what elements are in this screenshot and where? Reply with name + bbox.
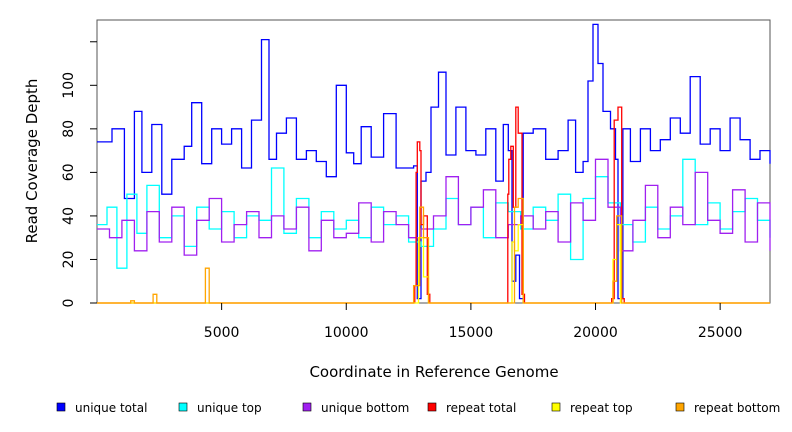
x-axis-label: Coordinate in Reference Genome xyxy=(309,363,558,381)
y-tick-label: 100 xyxy=(61,72,77,99)
legend: unique total unique top unique bottom repea… xyxy=(56,401,780,415)
series-line-repeat-total xyxy=(97,106,770,304)
legend-item-repeat-total: repeat total xyxy=(427,401,516,415)
legend-swatch xyxy=(551,402,561,412)
x-tick-label: 10000 xyxy=(324,325,369,341)
legend-label: unique total xyxy=(75,401,147,415)
y-axis-label: Read Coverage Depth xyxy=(23,79,41,244)
legend-item-repeat-bottom: repeat bottom xyxy=(675,401,780,415)
legend-label: repeat total xyxy=(446,401,516,415)
y-tick-label: 20 xyxy=(61,251,77,269)
legend-item-unique-top: unique top xyxy=(178,401,262,415)
legend-swatch xyxy=(427,402,437,412)
legend-item-repeat-top: repeat top xyxy=(551,401,633,415)
series-line-unique-total xyxy=(97,23,771,300)
series-line-unique-top xyxy=(97,158,771,269)
legend-swatch xyxy=(56,402,66,412)
legend-swatch xyxy=(178,402,188,412)
y-tick-label: 0 xyxy=(61,299,77,308)
series-line-repeat-bottom xyxy=(97,197,770,304)
x-tick-label: 5000 xyxy=(204,325,240,341)
x-tick-label: 25000 xyxy=(698,325,743,341)
plot-frame xyxy=(96,19,771,304)
x-tick-label: 20000 xyxy=(573,325,618,341)
y-tick-label: 40 xyxy=(61,207,77,225)
y-tick-label: 80 xyxy=(61,120,77,138)
x-tick-label: 15000 xyxy=(449,325,494,341)
series-layer xyxy=(97,23,771,304)
legend-swatch xyxy=(675,402,685,412)
legend-label: unique top xyxy=(197,401,262,415)
legend-item-unique-total: unique total xyxy=(56,401,147,415)
legend-item-unique-bottom: unique bottom xyxy=(302,401,409,415)
legend-swatch xyxy=(302,402,312,412)
y-tick-label: 60 xyxy=(61,163,77,181)
series-line-unique-bottom xyxy=(97,158,771,256)
y-axis: 0 20 40 60 80 100 xyxy=(61,41,97,308)
legend-label: unique bottom xyxy=(321,401,409,415)
x-axis: 5000 10000 15000 20000 25000 xyxy=(204,303,743,341)
legend-label: repeat top xyxy=(570,401,633,415)
legend-label: repeat bottom xyxy=(694,401,780,415)
